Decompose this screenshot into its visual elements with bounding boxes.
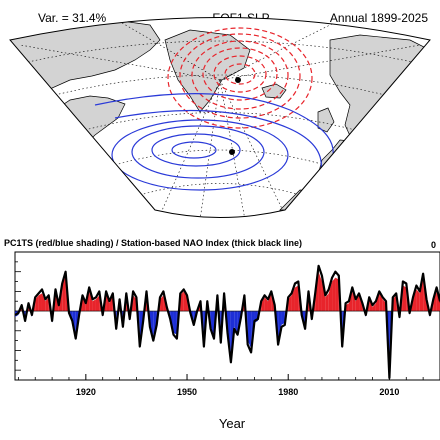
positive-shading (332, 277, 336, 312)
negative-shading (278, 311, 282, 341)
negative-shading (247, 311, 252, 349)
positive-shading (109, 295, 113, 312)
positive-shading (41, 293, 46, 312)
positive-shading (92, 299, 96, 312)
positive-shading (35, 295, 39, 312)
positive-shading (160, 295, 164, 312)
positive-shading (436, 291, 440, 312)
x-tick-label: 2010 (379, 387, 399, 397)
positive-shading (45, 297, 49, 312)
negative-shading (149, 311, 154, 337)
positive-shading (355, 295, 360, 312)
british-isles-land (317, 107, 335, 133)
azores-station-marker (229, 149, 235, 155)
positive-shading (413, 289, 417, 312)
period-label: Annual 1899-2025 (330, 11, 428, 25)
positive-shading (89, 291, 93, 312)
negative-shading (281, 311, 285, 325)
scandinavia-land (329, 34, 430, 141)
positive-shading (325, 293, 329, 312)
eof-map (9, 17, 431, 218)
negative-shading (173, 311, 177, 335)
x-tick-label: 1950 (177, 387, 197, 397)
positive-shading (264, 297, 268, 312)
graticule (19, 17, 421, 218)
positive-shading (321, 281, 326, 312)
positive-shading (352, 291, 356, 312)
positive-shading (38, 293, 42, 312)
variance-label: Var. = 31.4% (38, 11, 106, 25)
negative-contours (167, 27, 313, 129)
positive-shading (328, 281, 333, 312)
positive-shading (369, 299, 373, 312)
positive-shading (433, 291, 437, 312)
positive-shading (348, 291, 353, 312)
x-ticks: 1920 1950 1980 2010 (17, 374, 440, 397)
iceland-station-marker (235, 77, 241, 83)
positive-shading (375, 293, 380, 312)
timeseries-plot: 1920 1950 1980 2010 (14, 251, 440, 397)
positive-shading (95, 295, 100, 312)
nao-index-line (14, 264, 440, 380)
x-tick-label: 1980 (278, 387, 298, 397)
positive-shading (267, 293, 272, 312)
negative-shading (234, 311, 238, 333)
negative-shading (210, 311, 215, 337)
positive-shading (416, 289, 420, 312)
positive-shading (106, 293, 110, 312)
positive-shading (261, 297, 265, 312)
positive-shading (372, 303, 376, 312)
positive-shading (419, 277, 424, 312)
positive-shading (294, 285, 299, 312)
negative-shading (153, 311, 157, 337)
positive-shading (402, 285, 407, 312)
timeseries-title: PC1TS (red/blue shading) / Station-based… (4, 238, 302, 248)
positive-shading (82, 297, 86, 312)
greenland-land (164, 29, 251, 113)
positive-shading (318, 271, 322, 312)
positive-shading (335, 277, 339, 312)
positive-contours (94, 93, 334, 191)
x-axis-label: Year (219, 416, 246, 431)
corner-label: 0 (431, 240, 436, 250)
x-tick-label: 1920 (76, 387, 96, 397)
map-border (9, 17, 431, 218)
